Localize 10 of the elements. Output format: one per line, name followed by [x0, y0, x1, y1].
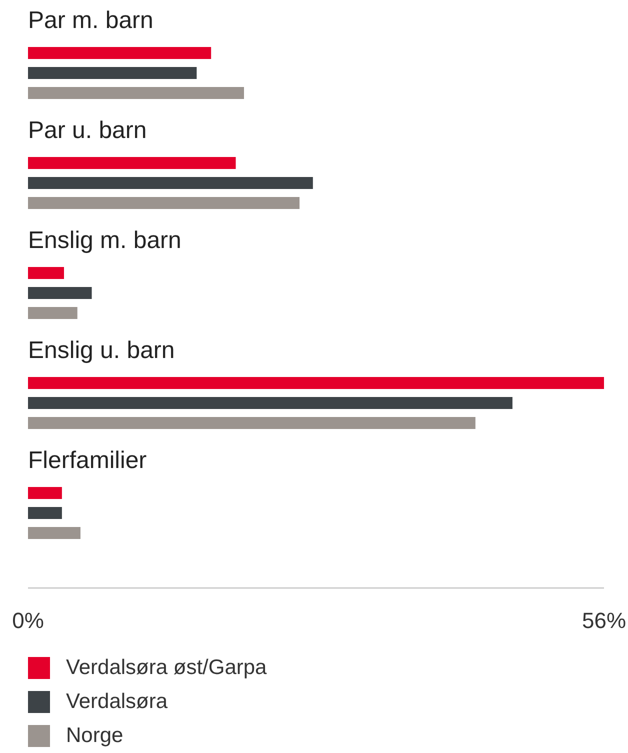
- y-tick-label: Enslig u. barn: [28, 337, 175, 364]
- y-tick-label: Par m. barn: [28, 7, 154, 34]
- y-tick-label: Enslig m. barn: [28, 227, 182, 254]
- legend-label: Norge: [65, 723, 124, 749]
- x-tick-label: 0%: [12, 608, 44, 633]
- x-tick-label: 56%: [582, 608, 626, 633]
- legend-label: Verdalsøra: [65, 689, 169, 715]
- y-tick-label: Par u. barn: [28, 117, 147, 144]
- y-tick-label: Flerfamilier: [28, 447, 147, 474]
- legend-label: Verdalsøra øst/Garpa: [65, 655, 268, 681]
